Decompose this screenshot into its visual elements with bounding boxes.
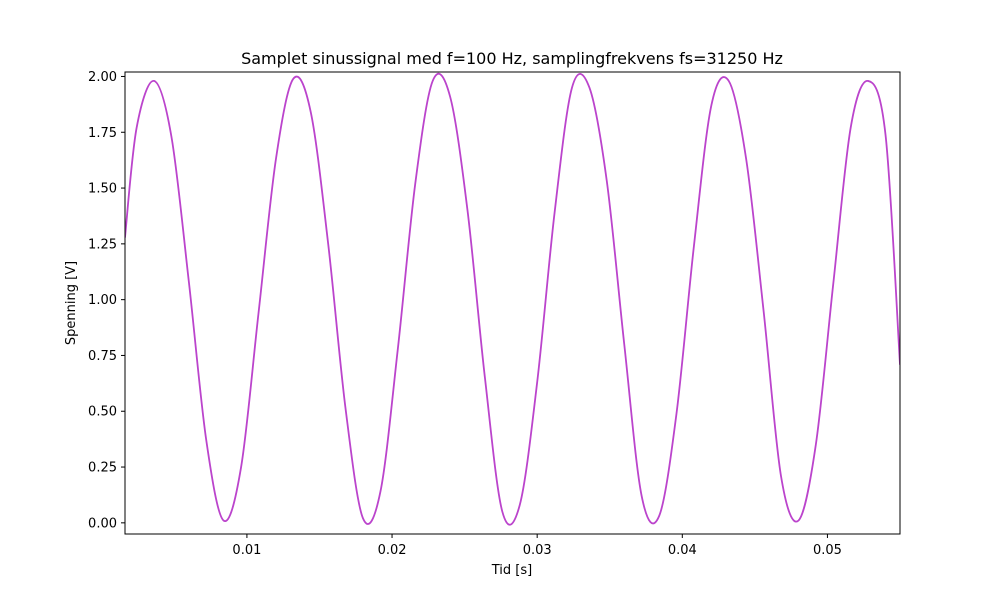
- x-axis: 0.01 0.02 0.03 0.04 0.05: [232, 534, 842, 558]
- y-axis-title: Spenning [V]: [64, 261, 79, 345]
- y-tick-label: 0.00: [88, 516, 117, 531]
- plot-area: [124, 71, 901, 535]
- plot-frame: [124, 71, 901, 535]
- y-tick-label: 1.00: [88, 293, 117, 308]
- y-tick-label: 0.25: [88, 461, 117, 476]
- x-tick-label: 0.03: [523, 543, 552, 558]
- y-tick-label: 1.25: [88, 237, 117, 252]
- y-tick-label: 1.50: [88, 182, 117, 197]
- x-tick-label: 0.02: [378, 543, 407, 558]
- y-tick-label: 0.50: [88, 405, 117, 420]
- x-tick-label: 0.01: [232, 543, 261, 558]
- x-axis-title: Tid [s]: [491, 563, 532, 578]
- series-line-0: [125, 72, 900, 526]
- y-tick-label: 1.75: [88, 126, 117, 141]
- y-axis: 0.00 0.25 0.50 0.75 1.00 1.25 1.50 1.75 2.00: [88, 70, 125, 531]
- y-tick-label: 0.75: [88, 349, 117, 364]
- chart-title: Samplet sinussignal med f=100 Hz, sampli…: [241, 49, 783, 68]
- series-layer: [125, 72, 900, 526]
- y-tick-label: 2.00: [88, 70, 117, 85]
- x-tick-label: 0.04: [668, 543, 697, 558]
- x-tick-label: 0.05: [813, 543, 842, 558]
